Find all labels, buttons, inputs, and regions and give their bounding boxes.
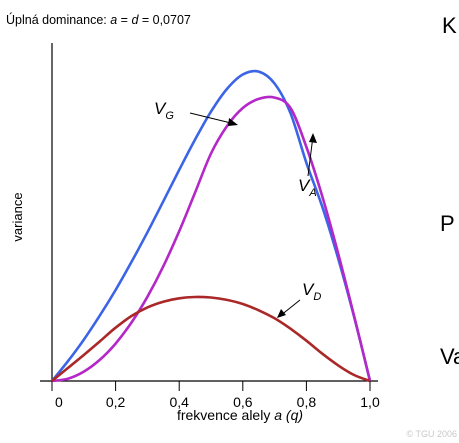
svg-text:VD: VD: [302, 280, 321, 303]
copyright-notice: © TGU 2006: [406, 429, 458, 439]
arrowhead-vg: [228, 118, 238, 126]
label-vd: VD: [277, 280, 321, 318]
title-a: a: [110, 13, 117, 27]
title-value: = 0,0707: [138, 13, 191, 27]
label-va-sub: A: [308, 187, 316, 199]
x-tick-label: 0,6: [233, 394, 253, 410]
title-d: d: [131, 13, 139, 27]
svg-text:VA: VA: [298, 176, 317, 199]
x-label-a: a: [274, 407, 282, 423]
title-eq: =: [117, 13, 131, 27]
x-tick-label: 0: [55, 394, 63, 410]
arrow-vg: [189, 112, 236, 125]
label-vd-main: V: [302, 280, 315, 299]
arrowhead-vd: [277, 309, 286, 318]
title-prefix: Úplná dominance:: [6, 12, 110, 27]
label-vg: VG: [154, 99, 238, 126]
label-va-main: V: [298, 176, 311, 195]
x-label-q: (q): [286, 407, 303, 423]
arrowhead-va: [309, 133, 317, 143]
x-ticks: 0 0,2 0,4 0,6 0,8 1,0: [51, 381, 380, 410]
series-line-va: [51, 95, 372, 383]
side-text-k: K: [442, 13, 457, 38]
label-vg-sub: G: [165, 110, 174, 122]
x-label-prefix: frekvence alely: [177, 407, 274, 423]
label-va: VA: [298, 133, 317, 199]
arrow-va: [307, 135, 314, 177]
series-group: [50, 69, 372, 383]
side-text-va: Va: [440, 344, 459, 369]
label-vd-sub: D: [313, 291, 321, 303]
x-tick-label: 0,2: [106, 394, 126, 410]
side-text-p: P: [440, 211, 455, 236]
x-tick-label: 1,0: [360, 394, 380, 410]
x-tick-label: 0,8: [297, 394, 317, 410]
label-vg-main: V: [154, 99, 167, 118]
x-axis-label: frekvence alely a (q): [177, 407, 303, 423]
x-tick-label: 0,4: [169, 394, 189, 410]
chart-title: Úplná dominance: a = d = 0,0707: [6, 12, 191, 27]
svg-text:VG: VG: [154, 99, 174, 122]
y-axis-label: variance: [10, 192, 25, 241]
series-line-vd: [51, 295, 371, 383]
series-line-vg: [50, 69, 372, 382]
